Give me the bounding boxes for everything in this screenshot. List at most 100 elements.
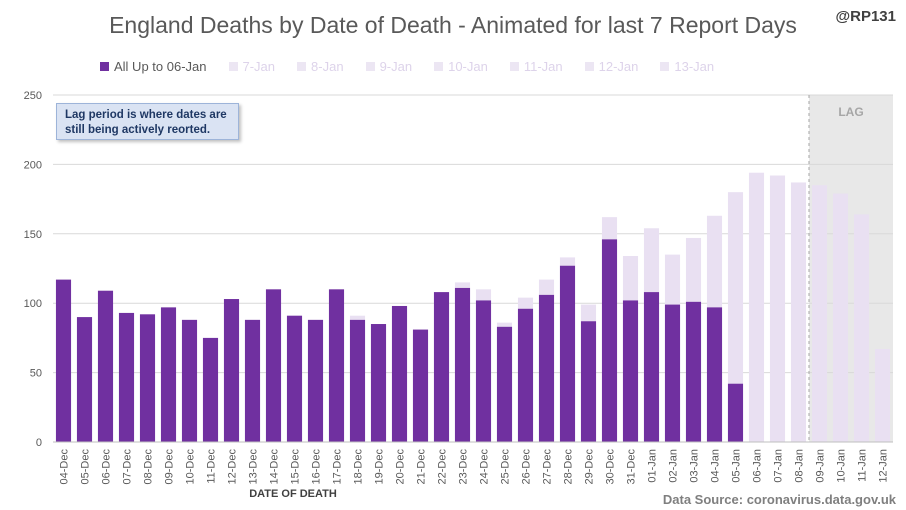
bar-current <box>559 265 576 442</box>
legend-item-9-jan: 9-Jan <box>365 59 413 74</box>
chart-title: England Deaths by Date of Death - Animat… <box>109 12 797 38</box>
bar-current <box>349 319 366 442</box>
data-source: Data Source: coronavirus.data.gov.uk <box>662 492 896 507</box>
bar-current <box>517 308 534 442</box>
bar-later-reports <box>685 237 702 302</box>
legend-swatch-icon <box>365 62 375 71</box>
legend-item-10-jan: 10-Jan <box>434 59 488 74</box>
x-tick-label: 07-Dec <box>122 449 134 485</box>
bar-current <box>118 312 135 442</box>
bar-later-reports <box>538 279 555 295</box>
x-tick-label: 31-Dec <box>626 449 638 485</box>
y-tick-label: 200 <box>24 159 42 171</box>
x-tick-label: 21-Dec <box>416 449 428 485</box>
x-tick-label: 13-Dec <box>248 449 260 485</box>
legend-label: 10-Jan <box>448 59 488 74</box>
bar-later-reports <box>622 256 639 301</box>
x-tick-label: 19-Dec <box>374 449 386 485</box>
bar-current <box>643 292 660 442</box>
bar-later-reports <box>559 257 576 266</box>
x-tick-label: 17-Dec <box>332 449 344 485</box>
bar-current <box>328 289 345 442</box>
x-tick-label: 12-Dec <box>227 449 239 485</box>
bar-current <box>664 304 681 442</box>
bar-current <box>265 289 282 442</box>
legend-swatch-icon <box>297 62 307 71</box>
x-tick-label: 10-Jan <box>836 449 848 483</box>
legend-label: 8-Jan <box>311 59 344 74</box>
bar-later-reports <box>643 228 660 293</box>
bar-current <box>55 279 72 442</box>
bar-current <box>496 326 513 442</box>
x-tick-label: 18-Dec <box>353 449 365 485</box>
legend-label: 9-Jan <box>379 59 413 74</box>
bar-later-reports <box>811 185 828 442</box>
bar-later-reports <box>706 215 723 308</box>
bar-current <box>139 314 156 442</box>
legend-item-12-jan: 12-Jan <box>584 59 639 74</box>
x-tick-label: 11-Dec <box>206 449 218 484</box>
bar-current <box>97 290 114 442</box>
x-tick-label: 15-Dec <box>290 449 302 485</box>
x-tick-label: 29-Dec <box>584 449 596 485</box>
x-tick-label: 06-Dec <box>101 449 113 485</box>
y-tick-label: 50 <box>30 368 42 380</box>
bar-current <box>244 319 261 442</box>
x-tick-label: 27-Dec <box>542 449 554 485</box>
x-tick-label: 02-Jan <box>668 449 680 483</box>
bar-later-reports <box>832 193 849 442</box>
legend-label: 13-Jan <box>674 59 715 74</box>
x-tick-label: 07-Jan <box>773 449 785 483</box>
legend-swatch-icon <box>434 62 444 71</box>
x-tick-label: 20-Dec <box>395 449 407 485</box>
bar-current <box>475 300 492 442</box>
bar-later-reports <box>601 217 618 240</box>
legend-label: 7-Jan <box>242 59 276 74</box>
bar-current <box>433 292 450 442</box>
bar-later-reports <box>748 172 765 442</box>
author-handle: @RP131 <box>835 8 897 25</box>
lag-note-line: still being actively reorted. <box>65 124 211 136</box>
lag-label: LAG <box>838 105 863 119</box>
bar-current <box>286 315 303 442</box>
lag-note-line: Lag period is where dates are <box>65 109 227 121</box>
x-tick-label: 08-Jan <box>794 449 806 483</box>
legend-swatch-icon <box>228 62 238 71</box>
legend-item-11-jan: 11-Jan <box>509 59 563 74</box>
legend-item-7-jan: 7-Jan <box>228 59 276 74</box>
legend-swatch-icon <box>660 62 670 71</box>
bar-later-reports <box>727 192 744 384</box>
x-tick-label: 03-Jan <box>689 449 701 483</box>
legend: All Up to 06-Jan 7-Jan 8-Jan 9-Jan 10-Ja… <box>100 59 830 74</box>
x-tick-label: 09-Dec <box>164 449 176 485</box>
x-tick-label: 08-Dec <box>143 449 155 485</box>
x-tick-label: 06-Jan <box>752 449 764 483</box>
bar-current <box>685 301 702 442</box>
bar-later-reports <box>517 297 534 309</box>
bar-later-reports <box>580 304 597 322</box>
bar-later-reports <box>496 322 513 327</box>
bar-current <box>622 300 639 442</box>
y-tick-label: 100 <box>24 298 42 310</box>
y-tick-label: 0 <box>36 437 42 449</box>
legend-label: 12-Jan <box>598 59 639 74</box>
bar-later-reports <box>664 254 681 305</box>
legend-swatch-icon <box>509 62 519 71</box>
bar-current <box>223 299 240 442</box>
x-tick-label: 04-Jan <box>710 449 722 483</box>
bar-current <box>391 305 408 442</box>
x-tick-label: 12-Jan <box>878 449 890 483</box>
x-tick-label: 11-Jan <box>857 449 869 482</box>
legend-label: 11-Jan <box>523 59 563 74</box>
x-tick-label: 22-Dec <box>437 449 449 485</box>
x-axis-title: DATE OF DEATH <box>249 488 337 500</box>
bar-current <box>706 307 723 442</box>
bar-current <box>181 319 198 442</box>
bar-current <box>601 239 618 442</box>
bar-current <box>580 321 597 442</box>
x-tick-label: 01-Jan <box>647 449 659 483</box>
bar-current <box>307 319 324 442</box>
x-tick-label: 04-Dec <box>59 449 71 485</box>
